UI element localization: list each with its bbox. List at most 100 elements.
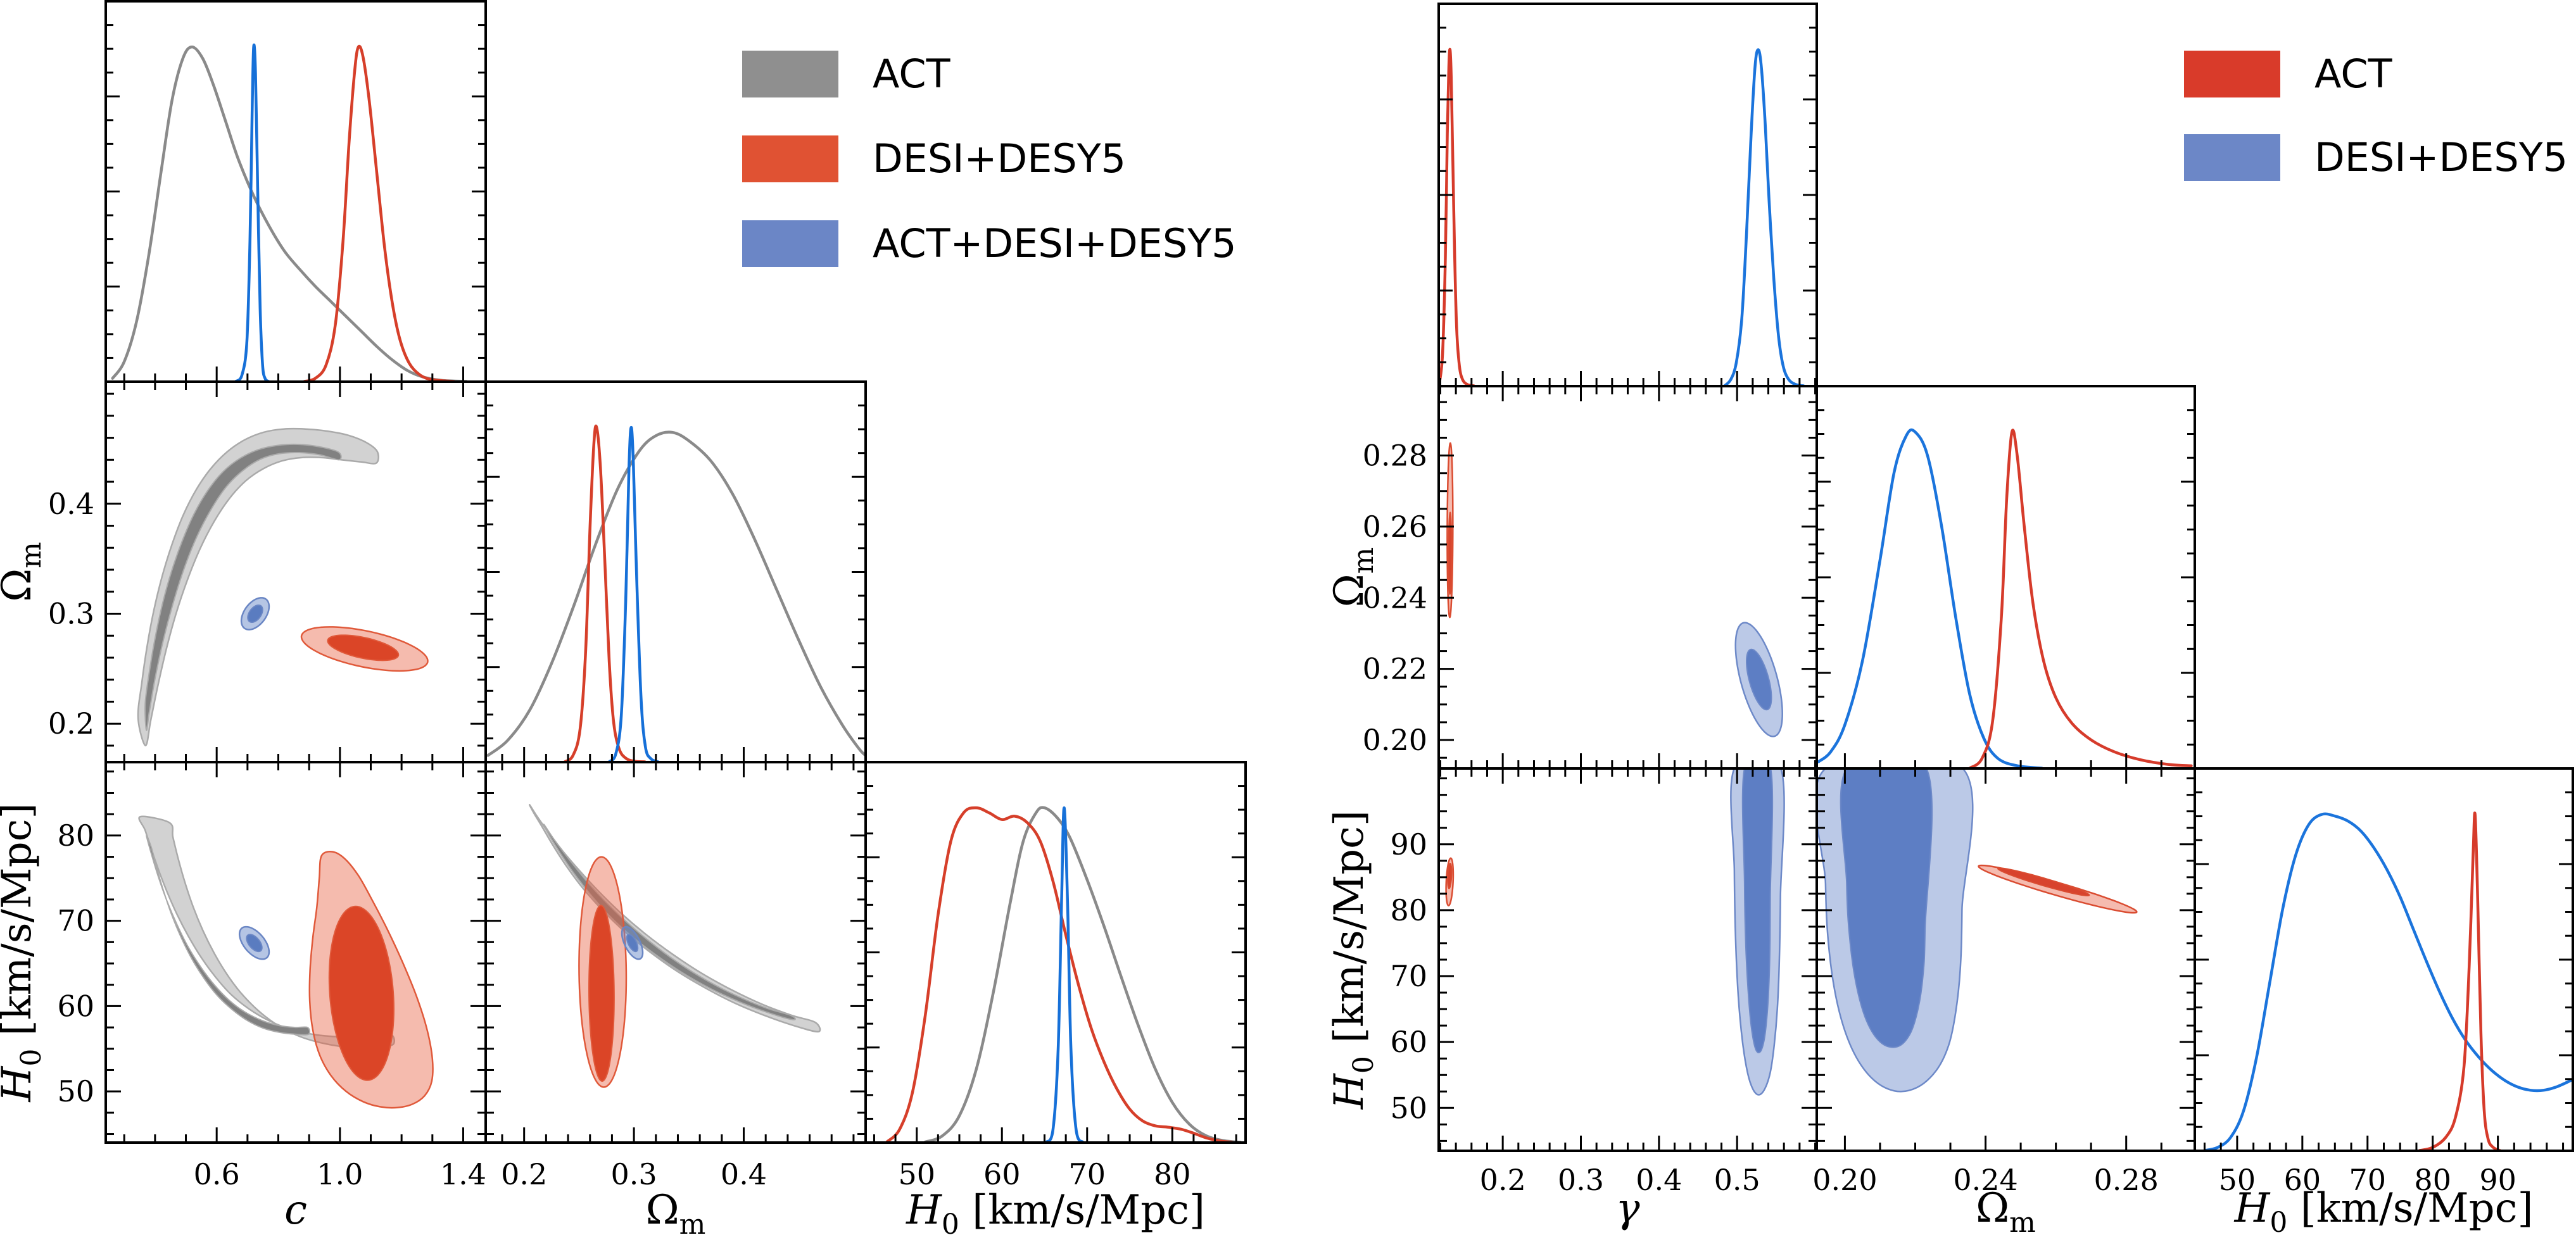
posterior-curve-ACT <box>1439 47 1475 386</box>
posterior-curve-ACT <box>486 430 866 757</box>
corner-plot-left: 0.2 0.3 0.4 0.6 1.0 1.4 50 60 70 80 0.2 0.3 0.4 50 60 7… <box>0 0 1247 1235</box>
legend-swatch-ACT+DESI+DESY5 <box>742 220 838 267</box>
legend: ACT DESI+DESY5 <box>2184 51 2568 181</box>
y-tick-label: 60 <box>57 989 94 1023</box>
legend-swatch-ACT <box>742 51 838 97</box>
posterior-curve-DESI+DESY5 <box>1817 428 2043 768</box>
x-tick-label: 0.3 <box>611 1157 657 1191</box>
contour-ACT-inner <box>1447 862 1453 889</box>
ticks <box>106 762 486 1143</box>
corner-plot-right: 0.20 0.22 0.24 0.26 0.28 0.2 0.3 0.4 0.5 50 60 70 80… <box>1326 3 2574 1235</box>
y-tick-label: 0.4 <box>48 487 94 521</box>
posterior-curve-ACT <box>2418 812 2501 1151</box>
posterior-curve-ACT <box>1968 429 2193 768</box>
x-tick-label: 60 <box>983 1157 1021 1191</box>
axis-title: H0 [km/s/Mpc] <box>1326 810 1380 1110</box>
panel-frame <box>104 0 487 383</box>
panel-gamma-omega_m: 0.20 0.22 0.24 0.26 0.28 <box>1363 385 1818 770</box>
axis-title: H0 [km/s/Mpc] <box>0 803 47 1103</box>
x-tick-label: 0.4 <box>1636 1163 1682 1197</box>
panel-c-1d <box>104 0 487 383</box>
contour-DESI+DESY5-inner <box>327 634 400 661</box>
legend-label: ACT <box>873 51 951 97</box>
axis-title: H0 [km/s/Mpc] <box>2234 1185 2534 1235</box>
ticks <box>486 404 866 762</box>
posterior-curve-ACT+DESI+DESY5 <box>607 425 660 762</box>
legend-label: DESI+DESY5 <box>873 135 1126 182</box>
y-tick-label: 0.28 <box>1363 439 1427 473</box>
contour-ACT-inner <box>1448 511 1453 595</box>
panel-frame <box>1815 385 2196 770</box>
panel-frame <box>484 761 867 1144</box>
x-tick-label: 70 <box>2349 1163 2386 1197</box>
panel-H0-1d: 50 60 70 80 90 <box>2194 767 2574 1197</box>
ticks <box>1439 768 1817 1151</box>
ticks <box>2195 791 2573 1151</box>
x-tick-label: 0.24 <box>1953 1163 2017 1197</box>
y-tick-label: 0.20 <box>1363 723 1427 757</box>
contour-ACT-outer <box>529 804 821 1033</box>
y-tick-label: 0.22 <box>1363 652 1427 686</box>
ticks <box>1817 768 2195 1151</box>
x-tick-label: 50 <box>898 1157 935 1191</box>
ticks <box>1817 409 2195 768</box>
posterior-curve-ACT+DESI+DESY5 <box>1044 806 1085 1143</box>
posterior-curve-ACT+DESI+DESY5 <box>234 43 270 382</box>
y-tick-label: 60 <box>1390 1025 1427 1059</box>
x-tick-label: 0.5 <box>1714 1163 1760 1197</box>
panel-frame <box>2194 767 2574 1152</box>
contour-DESI+DESY5-inner <box>328 905 395 1081</box>
ticks <box>486 762 866 1143</box>
x-tick-label: 0.2 <box>1480 1163 1526 1197</box>
y-tick-label: 50 <box>1390 1091 1427 1125</box>
y-tick-label: 80 <box>1390 893 1427 927</box>
x-tick-label: 0.4 <box>721 1157 767 1191</box>
axis-title: H0 [km/s/Mpc] <box>906 1187 1205 1235</box>
x-tick-label: 1.4 <box>440 1157 486 1191</box>
x-tick-label: 0.2 <box>501 1157 547 1191</box>
panel-H0-1d: 50 60 70 80 <box>864 761 1247 1191</box>
y-tick-label: 50 <box>57 1074 94 1108</box>
contour-ACT+DESI+DESY5-inner <box>626 934 639 953</box>
posterior-curve-DESI+DESY5 <box>2203 812 2573 1151</box>
legend-label: ACT <box>2314 51 2393 97</box>
contour-ACT-inner <box>1997 867 2090 896</box>
panel-omega_m-1d <box>1815 385 2196 770</box>
contour-ACT+DESI+DESY5-inner <box>246 934 263 953</box>
panel-frame <box>484 380 867 763</box>
axis-title: Ωm <box>646 1187 706 1235</box>
y-tick-label: 0.2 <box>48 706 94 741</box>
x-tick-label: 70 <box>1069 1157 1106 1191</box>
posterior-curve-DESI+DESY5 <box>1723 48 1805 386</box>
x-tick-label: 0.3 <box>1558 1163 1604 1197</box>
panel-gamma-H0: 0.2 0.3 0.4 0.5 50 60 70 80 90 <box>1390 767 1818 1197</box>
axis-title: γ <box>1615 1185 1640 1232</box>
contour-ACT-inner <box>543 824 796 1020</box>
y-tick-label: 70 <box>1390 959 1427 993</box>
ticks <box>866 785 1246 1143</box>
legend-swatch-ACT <box>2184 51 2280 97</box>
axis-title: Ωm <box>1976 1185 2036 1235</box>
x-tick-label: 90 <box>2479 1163 2516 1197</box>
panel-c-omega_m: 0.2 0.3 0.4 <box>48 380 487 763</box>
x-tick-label: 50 <box>2219 1163 2256 1197</box>
ticks <box>1439 27 1817 386</box>
legend-swatch-DESI+DESY5 <box>742 135 838 182</box>
y-tick-label: 0.26 <box>1363 510 1427 544</box>
x-tick-label: 1.0 <box>317 1157 363 1191</box>
y-tick-label: 70 <box>57 904 94 938</box>
contour-ACT-inner <box>146 834 311 1036</box>
ticks <box>106 24 486 382</box>
posterior-curve-ACT <box>111 45 468 382</box>
posterior-curve-DESI+DESY5 <box>885 806 1234 1143</box>
x-tick-label: 80 <box>1154 1157 1191 1191</box>
x-tick-label: 60 <box>2284 1163 2321 1197</box>
legend: ACT DESI+DESY5 ACT+DESI+DESY5 <box>742 51 1237 267</box>
x-tick-label: 0.20 <box>1812 1163 1877 1197</box>
legend-label: DESI+DESY5 <box>2314 134 2568 180</box>
y-tick-label: 90 <box>1390 827 1427 862</box>
contour-DESI+DESY5-inner <box>1745 648 1772 711</box>
axis-title: Ωm <box>1326 548 1380 608</box>
axis-title: Ωm <box>0 542 47 602</box>
